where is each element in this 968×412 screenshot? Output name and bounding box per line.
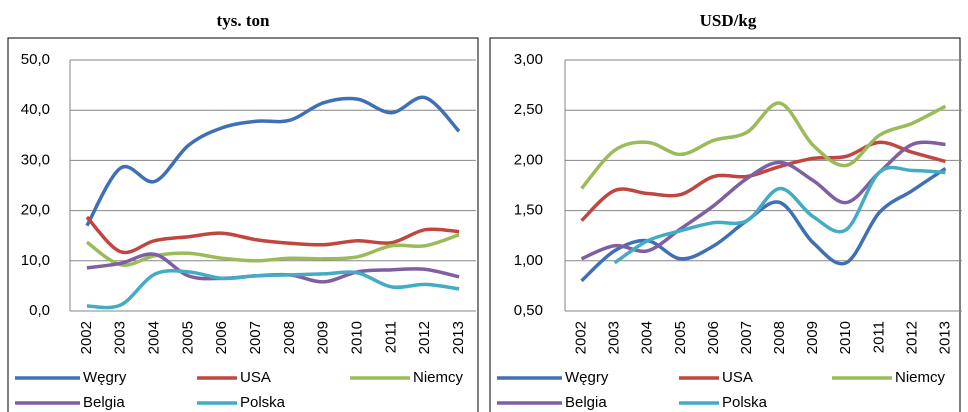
x-tick-label: 2013 (450, 321, 467, 354)
legend-label: Niemcy (413, 369, 464, 386)
x-tick-label: 2002 (78, 321, 95, 354)
y-tick-label: 10,0 (21, 252, 50, 269)
x-tick-label: 2010 (349, 321, 366, 354)
x-tick-label: 2009 (804, 321, 821, 354)
legend-label: Niemcy (895, 369, 946, 386)
x-tick-label: 2004 (146, 321, 163, 354)
legend-label: USA (722, 369, 753, 386)
x-tick-label: 2003 (112, 321, 129, 354)
x-tick-label: 2007 (738, 321, 755, 354)
x-tick-label: 2011 (870, 321, 887, 353)
x-tick-label: 2008 (281, 321, 298, 354)
x-tick-label: 2005 (672, 321, 689, 354)
y-tick-label: 3,00 (514, 51, 543, 68)
x-tick-label: 2011 (382, 321, 399, 353)
x-tick-label: 2007 (247, 321, 264, 354)
series-line (85, 215, 460, 255)
x-tick-label: 2009 (315, 321, 332, 354)
chart-frame (7, 37, 479, 412)
x-tick-label: 2010 (837, 321, 854, 354)
y-tick-label: 30,0 (21, 151, 50, 168)
legend-label: Węgry (565, 369, 609, 386)
y-tick-label: 1,00 (514, 252, 543, 269)
y-tick-label: 1,50 (514, 202, 543, 219)
chart-title: USD/kg (700, 11, 757, 30)
x-tick-label: 2002 (573, 321, 590, 354)
series-line (580, 101, 947, 190)
y-tick-label: 0,50 (514, 302, 543, 319)
legend-label: USA (240, 369, 271, 386)
x-tick-label: 2008 (771, 321, 788, 354)
legend-label: Belgia (83, 394, 125, 411)
chart-title: tys. ton (217, 11, 270, 30)
y-tick-label: 50,0 (21, 51, 50, 68)
series-line (580, 140, 946, 222)
chart-frame (489, 37, 961, 412)
x-tick-label: 2012 (416, 321, 433, 354)
series-line (86, 269, 460, 310)
x-tick-label: 2012 (903, 321, 920, 354)
legend-label: Polska (240, 394, 286, 411)
legend-label: Polska (722, 394, 768, 411)
y-tick-label: 2,50 (514, 101, 543, 118)
x-tick-label: 2013 (936, 321, 953, 354)
y-tick-label: 2,00 (514, 151, 543, 168)
y-tick-label: 20,0 (21, 202, 50, 219)
y-tick-label: 0,0 (29, 302, 50, 319)
legend-label: Węgry (83, 369, 127, 386)
series-line (613, 165, 946, 265)
series-line (85, 233, 460, 267)
x-tick-label: 2006 (213, 321, 230, 354)
x-tick-label: 2003 (606, 321, 623, 354)
y-tick-label: 40,0 (21, 101, 50, 118)
x-tick-label: 2006 (705, 321, 722, 354)
x-tick-label: 2005 (179, 321, 196, 354)
series-line (85, 95, 461, 227)
legend-label: Belgia (565, 394, 607, 411)
series-line (580, 166, 947, 283)
x-tick-label: 2004 (639, 321, 656, 354)
